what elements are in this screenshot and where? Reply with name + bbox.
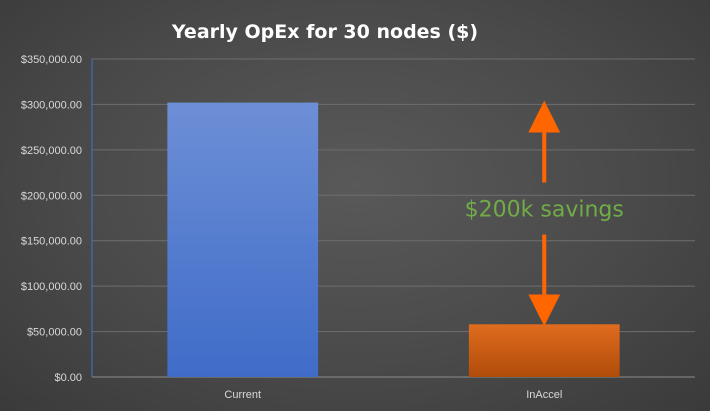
x-tick-label: InAccel bbox=[526, 389, 562, 401]
y-tick-label: $300,000.00 bbox=[21, 99, 82, 111]
axes: $0.00 $50,000.00 $100,000.00 $150,000.00 $20… bbox=[21, 54, 695, 401]
x-tick-label: Current bbox=[224, 389, 261, 401]
y-tick-label: $350,000.00 bbox=[21, 54, 82, 66]
y-tick-label: $250,000.00 bbox=[21, 145, 82, 157]
savings-annotation: $200k savings bbox=[465, 197, 624, 222]
y-tick-label: $150,000.00 bbox=[21, 236, 82, 248]
y-tick-label: $100,000.00 bbox=[21, 281, 82, 293]
bars bbox=[167, 102, 620, 378]
y-tick-label: $50,000.00 bbox=[27, 327, 82, 339]
bar-inaccel bbox=[468, 324, 620, 377]
chart-title: Yearly OpEx for 30 nodes ($) bbox=[171, 21, 478, 43]
y-tick-label: $0.00 bbox=[54, 372, 82, 384]
bar-current bbox=[167, 102, 319, 378]
annotation: $200k savings bbox=[465, 100, 624, 327]
y-tick-label: $200,000.00 bbox=[21, 190, 82, 202]
